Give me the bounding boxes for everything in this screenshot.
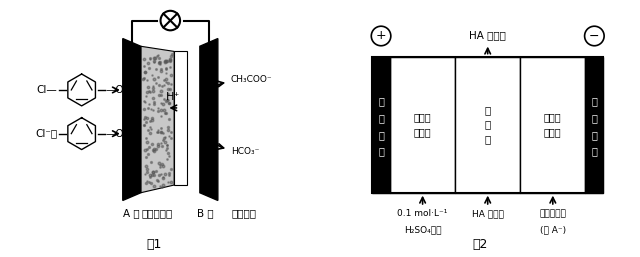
Polygon shape: [123, 39, 141, 200]
Text: 极: 极: [378, 147, 384, 157]
Text: HA 浓溶液: HA 浓溶液: [469, 31, 506, 41]
Text: —OH: —OH: [106, 85, 132, 95]
Text: 极: 极: [591, 147, 597, 157]
Text: CH₃COO⁻: CH₃COO⁻: [230, 75, 273, 84]
Text: 性: 性: [591, 113, 597, 123]
Text: 图2: 图2: [472, 238, 488, 251]
Text: (含 A⁻): (含 A⁻): [540, 225, 566, 234]
Text: −: −: [589, 30, 600, 42]
Polygon shape: [141, 46, 174, 193]
Text: A 极: A 极: [124, 208, 140, 218]
Text: HA 稀溶液: HA 稀溶液: [472, 209, 504, 218]
Text: 惰: 惰: [378, 97, 384, 106]
Bar: [586, 57, 604, 193]
Bar: [372, 57, 604, 193]
Text: Cl⁻和: Cl⁻和: [35, 129, 57, 139]
Polygon shape: [200, 39, 218, 200]
Text: 垃圾发酵液: 垃圾发酵液: [540, 209, 566, 218]
Text: 质子交换膜: 质子交换膜: [142, 208, 173, 218]
Text: B 极: B 极: [196, 208, 213, 218]
Bar: [372, 57, 390, 193]
Bar: [390, 57, 455, 193]
Text: 阳离子
交换膜: 阳离子 交换膜: [414, 112, 431, 137]
Text: 阴离子
交换膜: 阴离子 交换膜: [544, 112, 562, 137]
Text: 电: 电: [378, 130, 384, 140]
Text: H₂SO₄溶液: H₂SO₄溶液: [404, 225, 442, 234]
Bar: [520, 57, 586, 193]
Text: —OH: —OH: [106, 129, 132, 139]
Polygon shape: [174, 51, 187, 185]
Text: 图1: 图1: [146, 238, 161, 251]
Text: HCO₃⁻: HCO₃⁻: [230, 147, 259, 156]
Text: +: +: [376, 30, 387, 42]
Text: H⁺: H⁺: [166, 91, 180, 102]
Text: 惰: 惰: [591, 97, 597, 106]
Text: 0.1 mol·L⁻¹: 0.1 mol·L⁻¹: [397, 209, 448, 218]
Bar: [455, 57, 520, 193]
Text: 电: 电: [591, 130, 597, 140]
Text: Cl—: Cl—: [36, 85, 57, 95]
Text: 微生物膜: 微生物膜: [231, 208, 256, 218]
Text: 浓
缩
室: 浓 缩 室: [484, 105, 491, 144]
Text: 性: 性: [378, 113, 384, 123]
